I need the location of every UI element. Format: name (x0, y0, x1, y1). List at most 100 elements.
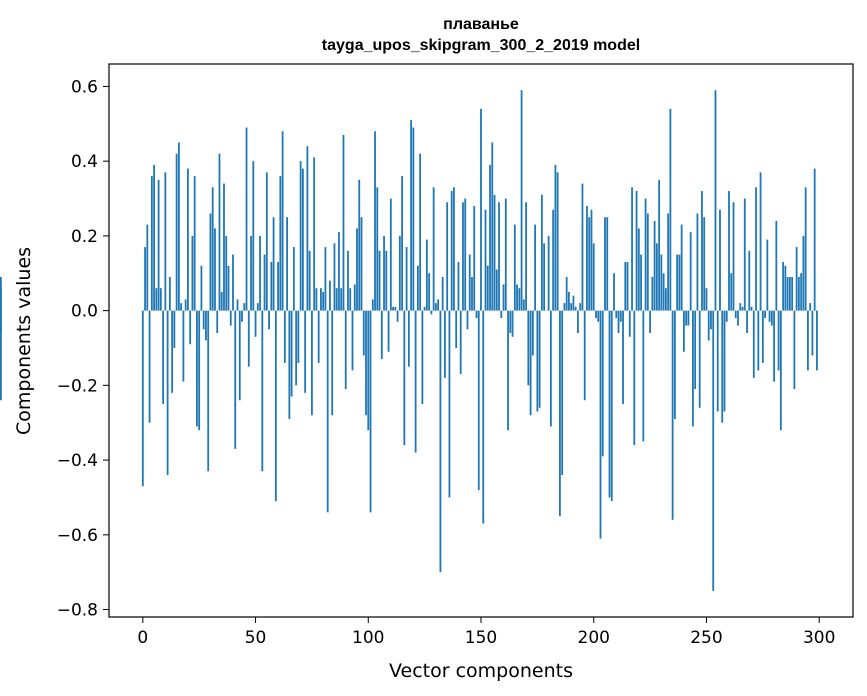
bar-210 (615, 310, 618, 319)
bar-62 (281, 131, 284, 311)
bar-262 (732, 202, 735, 311)
bar-29 (207, 310, 210, 472)
bar-268 (746, 310, 748, 334)
bar-285 (784, 265, 787, 311)
bar-series (0, 90, 818, 591)
bar-206 (606, 217, 609, 311)
bar-138 (453, 187, 455, 311)
bar-220 (637, 228, 640, 311)
bar-273 (757, 310, 760, 371)
bar-229 (658, 179, 661, 311)
y-tick-label: 0.2 (71, 227, 98, 247)
bar-129 (432, 187, 435, 311)
bar-291 (797, 276, 800, 311)
x-tick-label: 50 (245, 628, 267, 648)
bar-77 (315, 288, 318, 311)
bar-188 (565, 276, 568, 311)
bar-279 (770, 310, 773, 326)
bar-251 (707, 310, 710, 341)
bar-57 (270, 262, 273, 311)
bar-23 (193, 176, 196, 311)
bar-88 (340, 288, 343, 311)
bar-209 (613, 273, 615, 311)
bar-248 (701, 191, 703, 311)
bar-100 (367, 310, 370, 431)
bar-3 (148, 310, 151, 423)
bar-294 (804, 187, 807, 311)
bar-46 (245, 127, 248, 311)
bar-246 (696, 213, 699, 311)
bar-259 (725, 310, 728, 322)
bar-110 (389, 198, 392, 311)
bar-272 (755, 187, 757, 311)
bar-278 (768, 310, 771, 322)
bar-289 (793, 310, 796, 390)
bar-176 (538, 310, 541, 408)
bar-187 (563, 303, 566, 311)
bar-117 (405, 247, 408, 311)
bar-156 (493, 194, 496, 311)
bar-72 (304, 310, 307, 393)
bar-242 (687, 310, 690, 326)
bar-13 (171, 310, 174, 393)
bar-109 (387, 310, 390, 352)
bar-121 (414, 310, 417, 453)
bar-162 (507, 310, 509, 431)
bar-81 (324, 247, 327, 311)
bar-31 (211, 187, 214, 311)
bar-66 (290, 310, 293, 397)
y-tick-label: −0.6 (57, 526, 98, 546)
bar-237 (676, 254, 679, 311)
bar-93 (351, 310, 354, 371)
bar-67 (292, 247, 295, 311)
bar-140 (457, 262, 460, 311)
y-tick-label: 0.0 (71, 302, 98, 322)
bar-48 (250, 235, 252, 311)
bar-214 (624, 262, 627, 311)
bar-137 (450, 191, 453, 311)
bar-2 (146, 224, 149, 311)
bar-253 (712, 310, 715, 591)
bar-70 (299, 161, 302, 311)
bar-20 (187, 168, 189, 311)
bar-74 (308, 250, 311, 311)
bar-89 (342, 134, 345, 311)
bar-71 (301, 168, 304, 311)
bar-55 (265, 172, 268, 311)
bar-282 (777, 310, 780, 371)
bar-97 (360, 217, 363, 311)
bar-85 (333, 243, 336, 311)
bar-34 (218, 153, 221, 311)
x-tick-label: 0 (137, 628, 148, 648)
bar-96 (358, 179, 361, 311)
bar-288 (791, 276, 794, 311)
bar-14 (173, 310, 176, 348)
bar-111 (392, 306, 394, 311)
x-tick-label: 150 (465, 628, 497, 648)
bar-205 (604, 217, 606, 311)
bar-150 (480, 108, 482, 311)
bar-222 (642, 310, 645, 442)
bar-145 (468, 254, 471, 311)
bar-239 (680, 224, 683, 311)
bar-58 (272, 217, 275, 311)
bar-94 (353, 284, 356, 311)
bar-271 (752, 310, 755, 378)
bar-95 (356, 228, 358, 311)
bar-172 (529, 310, 532, 416)
bar-236 (673, 310, 676, 419)
bar-41 (234, 310, 237, 449)
bar-32 (214, 228, 216, 311)
bar-154 (489, 164, 491, 311)
bar-104 (376, 187, 379, 311)
bar-141 (459, 310, 462, 375)
bar-80 (322, 291, 325, 311)
bar-26 (200, 265, 203, 311)
bar-10 (164, 172, 167, 311)
bar-39 (229, 310, 232, 326)
bar-250 (705, 288, 708, 311)
bar-158 (498, 202, 500, 311)
chart-title-line2: tayga_upos_skipgram_300_2_2019 model (322, 37, 640, 54)
bar-38 (227, 265, 230, 311)
bar-185 (559, 310, 561, 517)
